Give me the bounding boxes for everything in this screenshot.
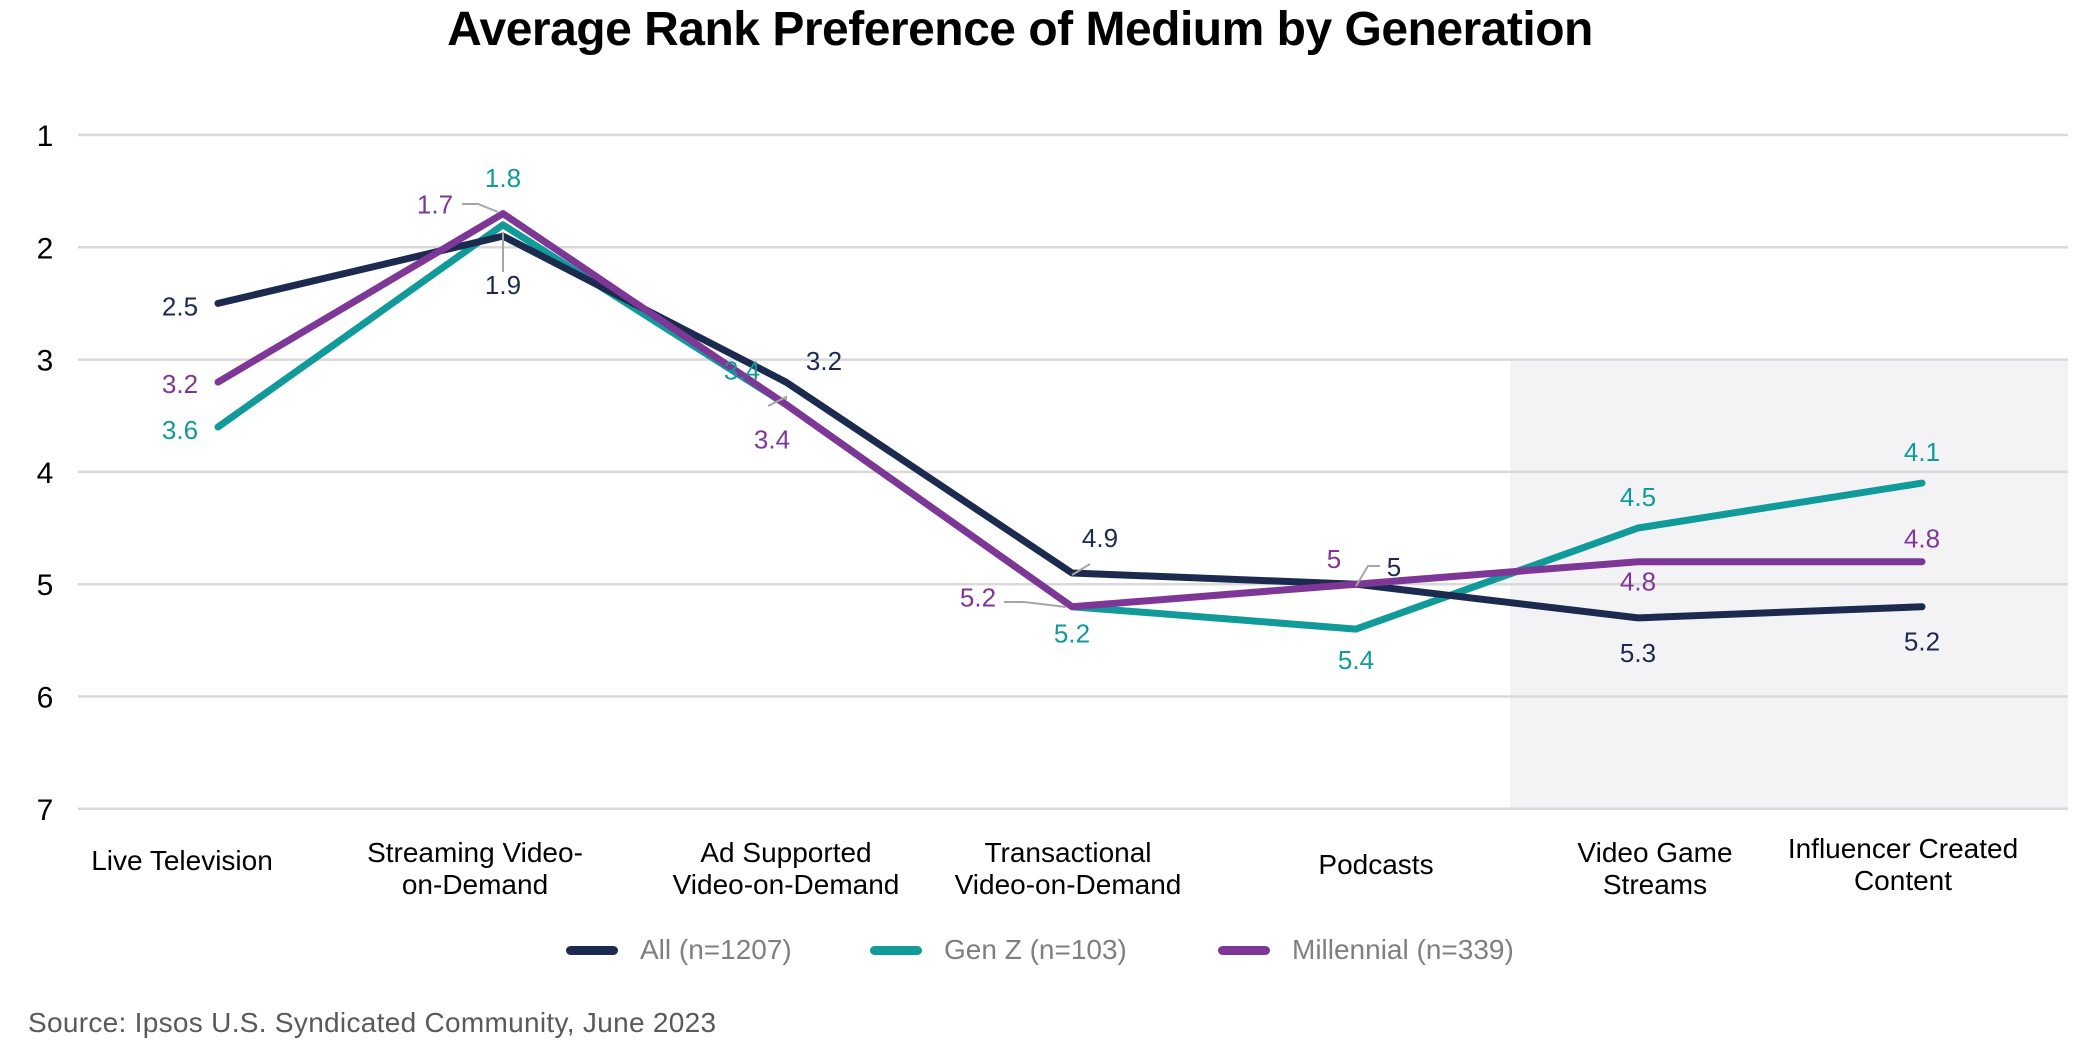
data-labels: 2.5 1.9 3.2 4.9 5 5.3 5.2 3.6 1.8 3.4 5.2 5.4 4.5 4.1… <box>162 163 1940 675</box>
legend-item-millennial: Millennial (n=339) <box>1218 930 1514 970</box>
x-category-line: Video Game <box>1577 837 1732 868</box>
legend-swatch-all <box>566 945 618 955</box>
data-label-millennial: 4.8 <box>1904 524 1940 554</box>
leader-line <box>462 203 499 213</box>
x-category-line: Video-on-Demand <box>673 869 900 900</box>
data-label-millennial: 4.8 <box>1620 567 1656 597</box>
data-label-all: 1.9 <box>485 270 521 300</box>
legend-label-all: All (n=1207) <box>640 934 792 965</box>
data-label-millennial: 3.4 <box>754 425 790 455</box>
legend-swatch-gen-z <box>870 945 922 955</box>
leader-line <box>767 395 787 407</box>
data-label-all: 2.5 <box>162 291 198 321</box>
data-label-gen-z: 4.5 <box>1620 482 1656 512</box>
source-note: Source: Ipsos U.S. Syndicated Community,… <box>28 1007 717 1038</box>
data-label-gen-z: 5.4 <box>1338 645 1374 675</box>
x-category-line: Ad Supported <box>700 837 871 868</box>
data-label-all: 5.3 <box>1620 638 1656 668</box>
data-label-all: 5.2 <box>1904 627 1940 657</box>
x-category-line: Content <box>1854 865 1952 896</box>
y-tick-label: 1 <box>37 120 54 153</box>
y-tick-label: 2 <box>37 232 54 265</box>
leader-line <box>1071 563 1091 576</box>
data-label-millennial: 1.7 <box>417 190 453 220</box>
legend-item-all: All (n=1207) <box>566 930 792 970</box>
x-category-line: Podcasts <box>1318 849 1433 880</box>
legend-label-gen-z: Gen Z (n=103) <box>944 934 1127 965</box>
y-tick-label: 7 <box>37 794 54 827</box>
x-category-line: Streaming Video- <box>367 837 583 868</box>
x-category-line: Live Television <box>91 845 273 876</box>
x-category-line: Video-on-Demand <box>955 869 1182 900</box>
data-label-all: 5 <box>1387 552 1401 582</box>
data-label-gen-z: 5.2 <box>1054 619 1090 649</box>
legend: All (n=1207) Gen Z (n=103) Millennial (n… <box>0 930 2080 970</box>
leader-line <box>1004 601 1067 608</box>
data-label-all: 3.2 <box>806 346 842 376</box>
x-category-line: Streams <box>1603 869 1707 900</box>
data-label-gen-z: 1.8 <box>485 163 521 193</box>
data-label-all: 4.9 <box>1082 523 1118 553</box>
data-label-gen-z: 4.1 <box>1904 437 1940 467</box>
x-category-line: Influencer Created <box>1788 833 2018 864</box>
x-category-line: Transactional <box>984 837 1151 868</box>
chart-title: Average Rank Preference of Medium by Gen… <box>447 3 1593 56</box>
data-label-gen-z: 3.4 <box>724 356 760 386</box>
label-leader-lines <box>462 203 1380 608</box>
y-axis-ticks: 1 2 3 4 5 6 7 <box>37 120 54 827</box>
legend-label-millennial: Millennial (n=339) <box>1292 934 1514 965</box>
legend-swatch-millennial <box>1218 945 1270 955</box>
series-line-millennial <box>214 210 1926 611</box>
y-tick-label: 6 <box>37 682 54 715</box>
gridlines <box>78 133 2068 811</box>
x-category-label: Live Television <box>91 845 273 876</box>
y-tick-label: 3 <box>37 345 54 378</box>
legend-item-gen-z: Gen Z (n=103) <box>870 930 1127 970</box>
data-label-gen-z: 3.6 <box>162 415 198 445</box>
x-category-line: on-Demand <box>402 869 548 900</box>
data-label-millennial: 3.2 <box>162 369 198 399</box>
x-axis-categories: Live Television Streaming Video-on-Demand… <box>91 833 2018 900</box>
x-category-label: Streaming Video-on-Demand <box>367 837 583 900</box>
y-tick-label: 4 <box>37 457 54 490</box>
data-label-millennial: 5.2 <box>960 583 996 613</box>
data-label-millennial: 5 <box>1327 544 1341 574</box>
leader-line <box>1355 565 1380 587</box>
y-tick-label: 5 <box>37 569 54 602</box>
x-category-label: Podcasts <box>1318 849 1433 880</box>
